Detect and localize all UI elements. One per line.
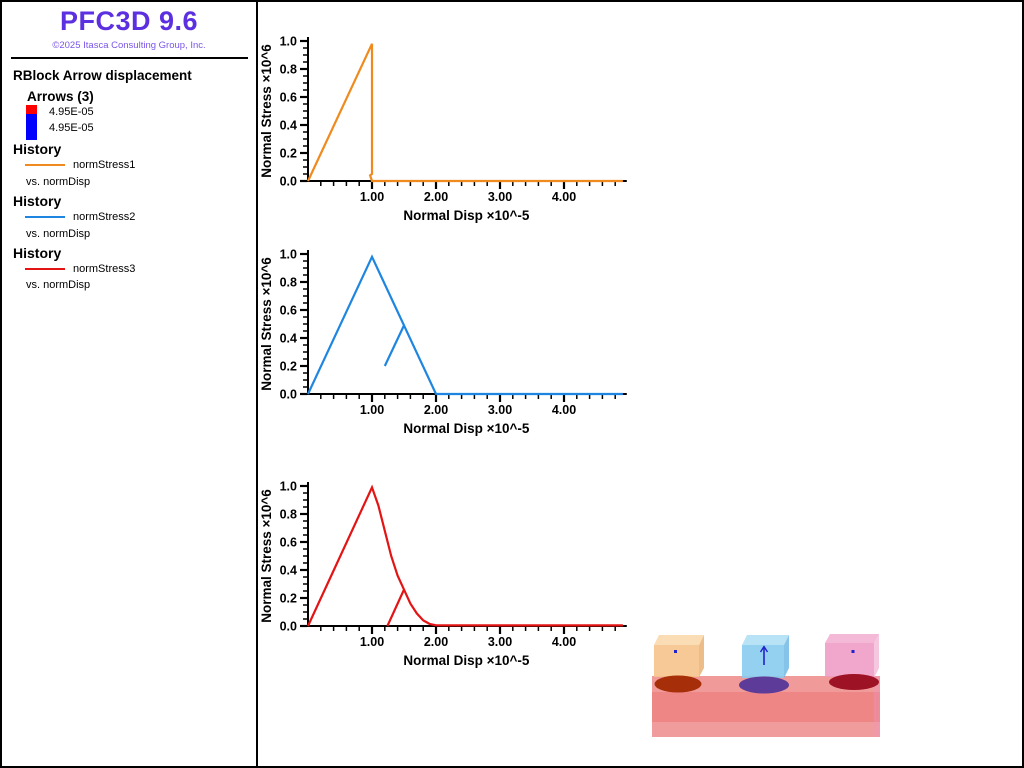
svg-text:4.00: 4.00 <box>552 403 576 417</box>
displacement-arrow-icon-middle <box>759 645 769 665</box>
vs-label: vs. normDisp <box>26 279 91 291</box>
app-title: PFC3D 9.6 <box>59 6 199 36</box>
legend-panel: PFC3D 9.6 ©2025 Itasca Consulting Group,… <box>2 2 256 766</box>
legend-separator <box>11 57 248 59</box>
arrow-min-value: 4.95E-05 <box>49 122 94 134</box>
svg-text:Normal Disp ×10^-5: Normal Disp ×10^-5 <box>403 653 530 668</box>
history-heading: History <box>13 245 62 261</box>
chart-pane-normstress2[interactable]: 1.00 2.00 3.00 4.00 0.0 0.2 0.4 0.6 0.8 1.0 Normal… <box>258 237 656 449</box>
series-label-normstress1: normStress1 <box>73 159 136 171</box>
svg-text:0.4: 0.4 <box>280 564 297 578</box>
svg-text:0.8: 0.8 <box>280 63 297 77</box>
slab-bottom-face <box>652 722 880 737</box>
vs-label: vs. normDisp <box>26 228 91 240</box>
legend-line-normstress2 <box>25 216 65 218</box>
arrow-colormap-swatch-top <box>26 105 37 114</box>
svg-text:0.2: 0.2 <box>280 147 297 161</box>
block-left-side-face <box>699 635 704 677</box>
svg-text:2.00: 2.00 <box>424 190 448 204</box>
panel-divider <box>256 2 258 766</box>
svg-text:0.2: 0.2 <box>280 592 297 606</box>
svg-text:2.00: 2.00 <box>424 403 448 417</box>
svg-text:0.0: 0.0 <box>280 388 297 402</box>
contact-ellipse-left <box>654 675 702 693</box>
svg-text:Normal Stress ×10^6: Normal Stress ×10^6 <box>259 489 274 623</box>
svg-text:1.0: 1.0 <box>280 248 297 262</box>
arrow-max-value: 4.95E-05 <box>49 106 94 118</box>
history-heading: History <box>13 141 62 157</box>
svg-text:1.0: 1.0 <box>280 35 297 49</box>
contact-ellipse-right <box>829 674 879 690</box>
svg-text:4.00: 4.00 <box>552 190 576 204</box>
svg-text:0.0: 0.0 <box>280 620 297 634</box>
svg-text:Normal Stress ×10^6: Normal Stress ×10^6 <box>259 257 274 391</box>
svg-text:0.0: 0.0 <box>280 175 297 189</box>
svg-text:2.00: 2.00 <box>424 635 448 649</box>
block-right-top-face <box>825 634 879 643</box>
svg-text:1.0: 1.0 <box>280 480 297 494</box>
svg-text:0.4: 0.4 <box>280 332 297 346</box>
arrows-group-label: Arrows (3) <box>27 89 94 104</box>
copyright-text: ©2025 Itasca Consulting Group, Inc. <box>52 40 206 51</box>
chart-pane-normstress1[interactable]: 1.00 2.00 3.00 4.00 0.0 0.2 0.4 0.6 0.8 1.0 Normal… <box>258 24 656 236</box>
block-left-front-face <box>654 645 699 677</box>
svg-text:0.6: 0.6 <box>280 91 297 105</box>
svg-text:1.00: 1.00 <box>360 635 384 649</box>
svg-text:0.6: 0.6 <box>280 536 297 550</box>
arrow-colormap-swatch-bottom <box>26 114 37 140</box>
svg-text:Normal Stress ×10^6: Normal Stress ×10^6 <box>259 44 274 178</box>
history-heading: History <box>13 193 62 209</box>
svg-text:3.00: 3.00 <box>488 403 512 417</box>
series-label-normstress2: normStress2 <box>73 211 136 223</box>
block-middle-front-face <box>742 645 784 678</box>
svg-text:3.00: 3.00 <box>488 635 512 649</box>
block-middle-top-face <box>742 635 789 645</box>
svg-text:1.00: 1.00 <box>360 403 384 417</box>
svg-text:3.00: 3.00 <box>488 190 512 204</box>
block-right-side-face <box>874 634 879 678</box>
displacement-arrow-icon-right <box>851 650 855 653</box>
svg-text:0.8: 0.8 <box>280 508 297 522</box>
contact-ellipse-middle <box>739 676 789 694</box>
model-view-3d[interactable] <box>647 618 887 743</box>
chart-pane-normstress3[interactable]: 1.00 2.00 3.00 4.00 0.0 0.2 0.4 0.6 0.8 1.0 Normal… <box>258 469 656 681</box>
svg-text:1.00: 1.00 <box>360 190 384 204</box>
svg-text:4.00: 4.00 <box>552 635 576 649</box>
series-label-normstress3: normStress3 <box>73 263 136 275</box>
block-middle-side-face <box>784 635 789 678</box>
svg-text:0.4: 0.4 <box>280 119 297 133</box>
svg-text:0.6: 0.6 <box>280 304 297 318</box>
displacement-arrow-icon-left <box>674 650 677 653</box>
legend-line-normstress3 <box>25 268 65 270</box>
plot-item-title: RBlock Arrow displacement <box>13 68 192 83</box>
svg-text:Normal Disp ×10^-5: Normal Disp ×10^-5 <box>403 421 530 436</box>
block-right-front-face <box>825 643 874 677</box>
block-left-top-face <box>654 635 704 645</box>
svg-text:0.2: 0.2 <box>280 360 297 374</box>
block-right-slab-tint <box>874 676 880 737</box>
legend-line-normstress1 <box>25 164 65 166</box>
svg-text:0.8: 0.8 <box>280 276 297 290</box>
slab-front-face <box>652 692 880 722</box>
svg-text:Normal Disp ×10^-5: Normal Disp ×10^-5 <box>403 208 530 223</box>
vs-label: vs. normDisp <box>26 176 91 188</box>
